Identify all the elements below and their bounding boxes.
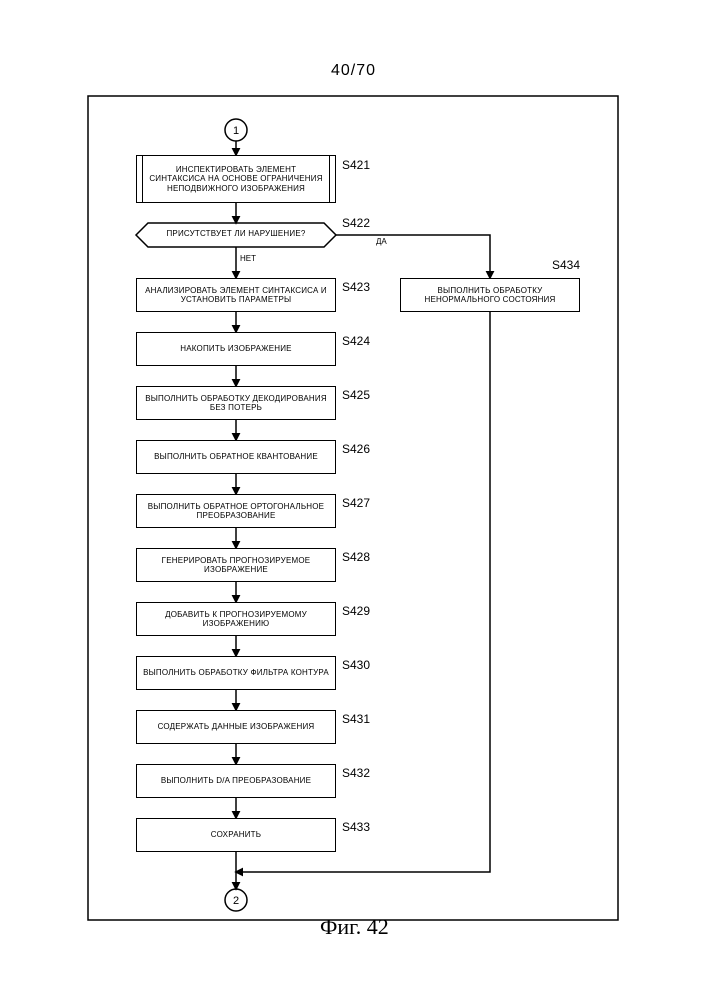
step-s427: ВЫПОЛНИТЬ ОБРАТНОЕ ОРТОГОНАЛЬНОЕ ПРЕОБРА…	[136, 494, 336, 528]
label-s432: S432	[342, 766, 370, 780]
label-s422: S422	[342, 216, 370, 230]
decision-no: НЕТ	[240, 254, 256, 263]
decision-text: ПРИСУТСТВУЕТ ЛИ НАРУШЕНИЕ?	[150, 229, 322, 238]
step-s423: АНАЛИЗИРОВАТЬ ЭЛЕМЕНТ СИНТАКСИСА И УСТАН…	[136, 278, 336, 312]
step-s421-text: ИНСПЕКТИРОВАТЬ ЭЛЕМЕНТ СИНТАКСИСА НА ОСН…	[147, 165, 325, 193]
step-s430-text: ВЫПОЛНИТЬ ОБРАБОТКУ ФИЛЬТРА КОНТУРА	[143, 668, 329, 677]
label-s434: S434	[552, 258, 580, 272]
step-s423-text: АНАЛИЗИРОВАТЬ ЭЛЕМЕНТ СИНТАКСИСА И УСТАН…	[141, 286, 331, 304]
step-s425: ВЫПОЛНИТЬ ОБРАБОТКУ ДЕКОДИРОВАНИЯ БЕЗ ПО…	[136, 386, 336, 420]
label-s429: S429	[342, 604, 370, 618]
label-s424: S424	[342, 334, 370, 348]
label-s421: S421	[342, 158, 370, 172]
connector-top-label: 1	[233, 125, 239, 137]
label-s433: S433	[342, 820, 370, 834]
step-s432-text: ВЫПОЛНИТЬ D/A ПРЕОБРАЗОВАНИЕ	[161, 776, 311, 785]
step-s434: ВЫПОЛНИТЬ ОБРАБОТКУ НЕНОРМАЛЬНОГО СОСТОЯ…	[400, 278, 580, 312]
label-s431: S431	[342, 712, 370, 726]
step-s426-text: ВЫПОЛНИТЬ ОБРАТНОЕ КВАНТОВАНИЕ	[154, 452, 318, 461]
label-s430: S430	[342, 658, 370, 672]
step-s432: ВЫПОЛНИТЬ D/A ПРЕОБРАЗОВАНИЕ	[136, 764, 336, 798]
step-s433: СОХРАНИТЬ	[136, 818, 336, 852]
step-s426: ВЫПОЛНИТЬ ОБРАТНОЕ КВАНТОВАНИЕ	[136, 440, 336, 474]
connector-bottom-label: 2	[233, 895, 239, 907]
step-s433-text: СОХРАНИТЬ	[211, 830, 261, 839]
step-s424-text: НАКОПИТЬ ИЗОБРАЖЕНИЕ	[180, 344, 291, 353]
step-s429: ДОБАВИТЬ К ПРОГНОЗИРУЕМОМУ ИЗОБРАЖЕНИЮ	[136, 602, 336, 636]
step-s434-text: ВЫПОЛНИТЬ ОБРАБОТКУ НЕНОРМАЛЬНОГО СОСТОЯ…	[405, 286, 575, 304]
step-s425-text: ВЫПОЛНИТЬ ОБРАБОТКУ ДЕКОДИРОВАНИЯ БЕЗ ПО…	[141, 394, 331, 412]
label-s425: S425	[342, 388, 370, 402]
step-s428-text: ГЕНЕРИРОВАТЬ ПРОГНОЗИРУЕМОЕ ИЗОБРАЖЕНИЕ	[141, 556, 331, 574]
figure-caption: Фиг. 42	[320, 914, 389, 940]
step-s428: ГЕНЕРИРОВАТЬ ПРОГНОЗИРУЕМОЕ ИЗОБРАЖЕНИЕ	[136, 548, 336, 582]
step-s427-text: ВЫПОЛНИТЬ ОБРАТНОЕ ОРТОГОНАЛЬНОЕ ПРЕОБРА…	[141, 502, 331, 520]
step-s431: СОДЕРЖАТЬ ДАННЫЕ ИЗОБРАЖЕНИЯ	[136, 710, 336, 744]
step-s429-text: ДОБАВИТЬ К ПРОГНОЗИРУЕМОМУ ИЗОБРАЖЕНИЮ	[141, 610, 331, 628]
step-s430: ВЫПОЛНИТЬ ОБРАБОТКУ ФИЛЬТРА КОНТУРА	[136, 656, 336, 690]
label-s428: S428	[342, 550, 370, 564]
step-s421: ИНСПЕКТИРОВАТЬ ЭЛЕМЕНТ СИНТАКСИСА НА ОСН…	[136, 155, 336, 203]
label-s427: S427	[342, 496, 370, 510]
label-s426: S426	[342, 442, 370, 456]
label-s423: S423	[342, 280, 370, 294]
decision-yes: ДА	[376, 237, 387, 246]
step-s424: НАКОПИТЬ ИЗОБРАЖЕНИЕ	[136, 332, 336, 366]
step-s431-text: СОДЕРЖАТЬ ДАННЫЕ ИЗОБРАЖЕНИЯ	[158, 722, 315, 731]
